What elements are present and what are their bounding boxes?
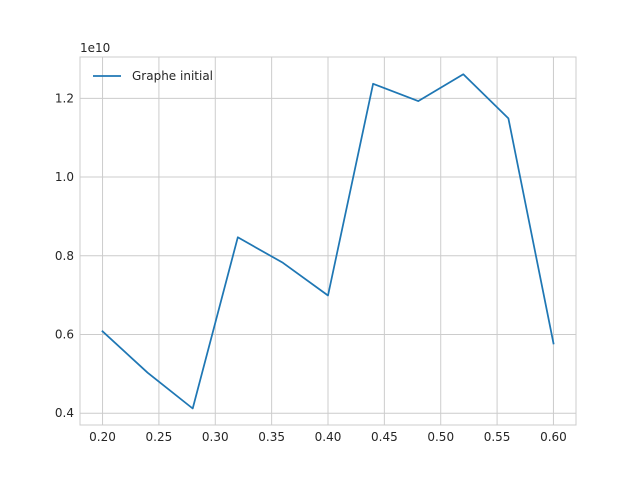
y-tick-label: 1.0 xyxy=(55,170,74,184)
x-tick-label: 0.25 xyxy=(146,430,173,444)
grid xyxy=(80,57,576,425)
data-point xyxy=(192,408,193,409)
data-point xyxy=(102,331,103,332)
data-point xyxy=(463,74,464,75)
data-point xyxy=(508,118,509,119)
x-tick-label: 0.40 xyxy=(315,430,342,444)
x-tick-label: 0.55 xyxy=(484,430,511,444)
x-tick-label: 0.45 xyxy=(371,430,398,444)
y-tick-label: 1.2 xyxy=(55,91,74,105)
y-tick-label: 0.4 xyxy=(55,406,74,420)
y-tick-label: 0.6 xyxy=(55,327,74,341)
data-point xyxy=(418,101,419,102)
data-point xyxy=(553,343,554,344)
data-point xyxy=(373,83,374,84)
y-tick-label: 0.8 xyxy=(55,249,74,263)
y-axis: 0.4 0.6 0.8 1.0 1.2 xyxy=(55,91,74,420)
x-tick-label: 0.30 xyxy=(202,430,229,444)
x-tick-label: 0.20 xyxy=(89,430,116,444)
plot-frame xyxy=(79,56,577,426)
legend-label: Graphe initial xyxy=(132,69,213,83)
series-layer xyxy=(101,73,555,410)
legend: Graphe initial xyxy=(93,69,213,83)
data-point xyxy=(328,295,329,296)
data-point xyxy=(147,372,148,373)
x-tick-label: 0.50 xyxy=(427,430,454,444)
x-tick-label: 0.35 xyxy=(258,430,285,444)
data-point xyxy=(237,237,238,238)
x-axis: 0.20 0.25 0.30 0.35 0.40 0.45 0.50 0.55 0.60 xyxy=(89,430,567,444)
series-line xyxy=(101,73,555,410)
data-point xyxy=(282,262,283,263)
x-tick-label: 0.60 xyxy=(540,430,567,444)
y-axis-offset-label: 1e10 xyxy=(80,41,110,55)
